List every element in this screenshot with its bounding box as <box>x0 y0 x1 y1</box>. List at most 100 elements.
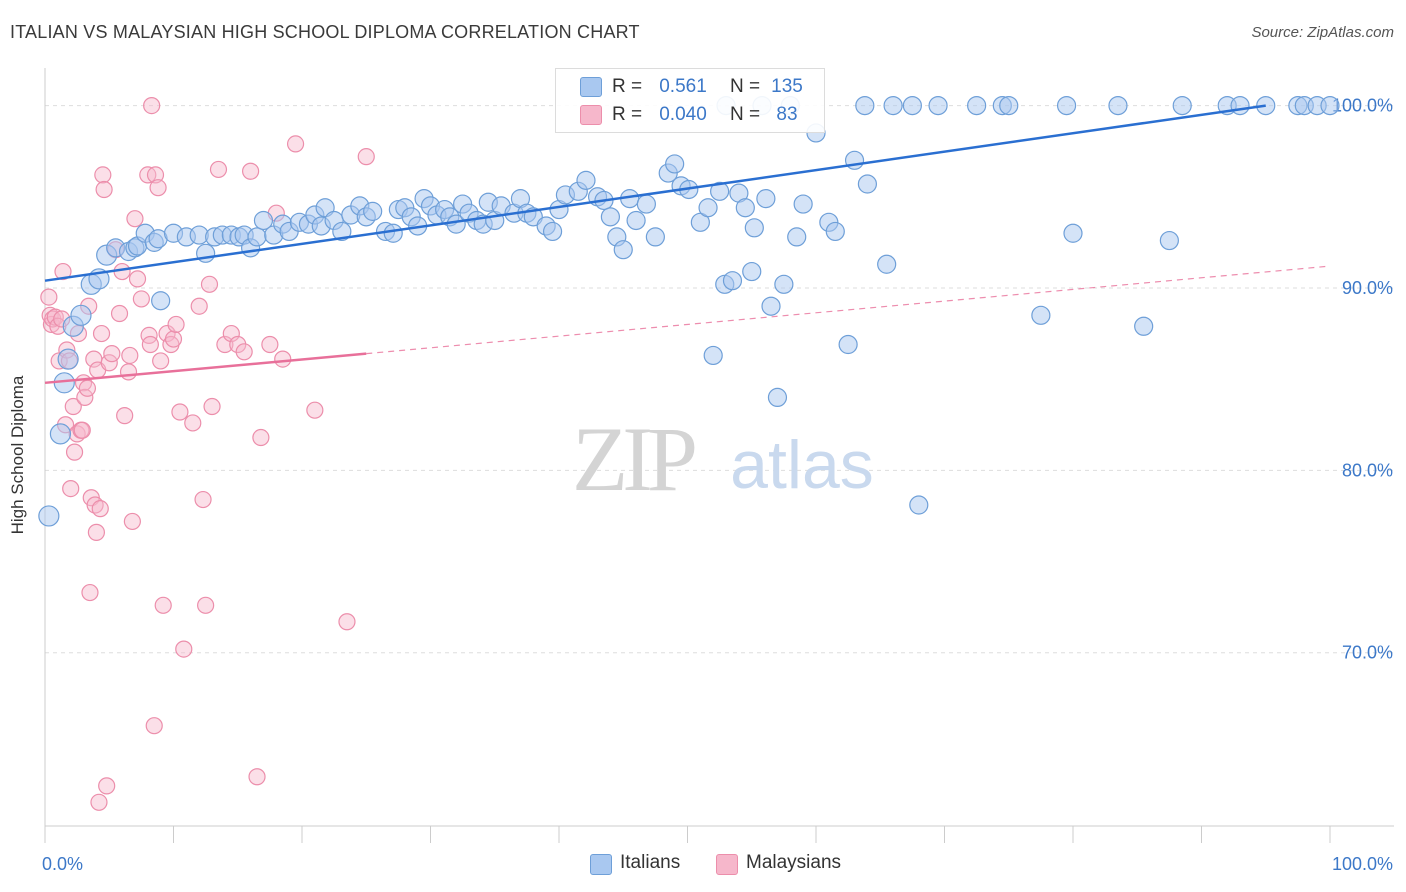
italians-point <box>793 194 813 214</box>
malaysians-point <box>87 523 106 541</box>
italians-point <box>70 304 92 326</box>
malaysians-point <box>91 500 109 518</box>
malaysians-legend-swatch <box>716 854 738 875</box>
italians-point <box>855 95 875 116</box>
malaysians-point <box>103 345 121 363</box>
malaysians-point <box>65 443 84 461</box>
italians-point <box>710 181 730 201</box>
malaysians-point <box>149 179 167 197</box>
italians-point <box>665 154 685 174</box>
stats-legend: R = 0.561 N = 135 R = 0.040 N = 83 <box>555 68 825 133</box>
watermark: ZIP atlas <box>572 408 874 510</box>
italians-n-value: 135 <box>771 76 803 97</box>
malaysians-point <box>274 350 292 368</box>
x-tick-label: 0.0% <box>42 854 83 874</box>
malaysians-r-value: 0.040 <box>659 104 707 125</box>
malaysians-point <box>143 96 161 115</box>
italians-point <box>838 334 858 355</box>
malaysians-point <box>110 304 129 323</box>
malaysians-point <box>116 407 134 425</box>
italians-point <box>576 170 596 190</box>
italians-point <box>247 227 267 247</box>
italians-point <box>722 271 743 291</box>
malaysians-point <box>152 352 170 370</box>
malaysians-points <box>40 96 375 811</box>
italians-legend-swatch <box>590 854 612 875</box>
italians-point <box>332 221 352 242</box>
legend-n-label: N = <box>730 104 761 125</box>
malaysians-point <box>141 335 159 354</box>
y-tick-label: 100.0% <box>1332 96 1393 116</box>
malaysians-point <box>197 596 215 614</box>
legend-n-label: N = <box>730 76 761 97</box>
watermark-zip: ZIP <box>572 408 695 510</box>
malaysians-point <box>78 379 97 397</box>
italians-point <box>613 240 633 260</box>
malaysians-point <box>126 210 144 228</box>
watermark-atlas: atlas <box>730 427 874 503</box>
italians-point <box>600 207 621 227</box>
italians-point <box>967 95 987 116</box>
malaysians-point <box>123 512 141 531</box>
malaysians-point <box>132 290 150 308</box>
malaysians-n-value: 83 <box>776 104 798 125</box>
malaysians-point <box>154 596 172 614</box>
malaysians-point <box>94 166 112 184</box>
italians-point <box>877 254 897 274</box>
chart-title: ITALIAN VS MALAYSIAN HIGH SCHOOL DIPLOMA… <box>10 22 640 42</box>
italians-point <box>928 95 948 116</box>
italians-point <box>151 291 171 311</box>
italians-point <box>756 189 776 209</box>
italians-point <box>383 223 403 243</box>
malaysians-point <box>242 162 260 180</box>
italians-r-value: 0.561 <box>659 76 707 97</box>
malaysians-point <box>261 335 279 354</box>
malaysians-point <box>90 793 108 811</box>
italians-point <box>735 198 755 218</box>
malaysians-swatch <box>580 105 602 125</box>
malaysians-point <box>62 479 80 498</box>
y-tick-label: 70.0% <box>1342 643 1393 663</box>
italians-point <box>825 221 845 242</box>
italians-point <box>787 227 807 247</box>
malaysians-point <box>216 335 234 354</box>
italians-point <box>1230 95 1250 116</box>
malaysians-point <box>252 428 270 447</box>
malaysians-point <box>145 717 163 735</box>
malaysians-point <box>167 315 185 334</box>
italians-point <box>363 201 383 221</box>
legend-r-label: R = <box>612 104 643 125</box>
legend-r-label: R = <box>612 76 643 97</box>
x-tick-label: 100.0% <box>1332 854 1393 874</box>
malaysians-point <box>54 262 72 281</box>
italians-point <box>999 95 1019 116</box>
italians-point <box>909 495 929 515</box>
italians-point <box>38 505 60 527</box>
italians-point <box>703 345 723 366</box>
malaysians-point <box>338 613 356 631</box>
italians-point <box>698 198 718 218</box>
malaysians-point <box>98 777 116 795</box>
malaysians-point <box>209 160 228 179</box>
tick-labels: 70.0% 80.0% 90.0% 100.0% 0.0% 100.0% <box>42 96 1393 874</box>
malaysians-point <box>64 397 82 416</box>
italians-legend-label: Italians <box>620 852 681 873</box>
axes <box>44 68 1394 843</box>
malaysians-point <box>92 324 111 343</box>
italians-point <box>253 210 274 231</box>
italians-swatch <box>580 77 602 97</box>
malaysians-trend-line <box>44 352 367 385</box>
legend-row-italians: R = 0.561 N = 135 <box>556 73 824 101</box>
malaysians-point <box>73 421 91 439</box>
malaysians-point <box>128 270 147 288</box>
italians-point <box>774 274 794 294</box>
italians-point <box>1031 305 1051 325</box>
italians-point <box>49 423 72 445</box>
malaysians-point <box>164 330 183 348</box>
malaysians-point <box>40 288 58 306</box>
malaysians-point <box>357 148 375 166</box>
malaysians-point <box>235 343 253 361</box>
italians-point <box>767 387 788 408</box>
italians-point <box>857 174 878 194</box>
